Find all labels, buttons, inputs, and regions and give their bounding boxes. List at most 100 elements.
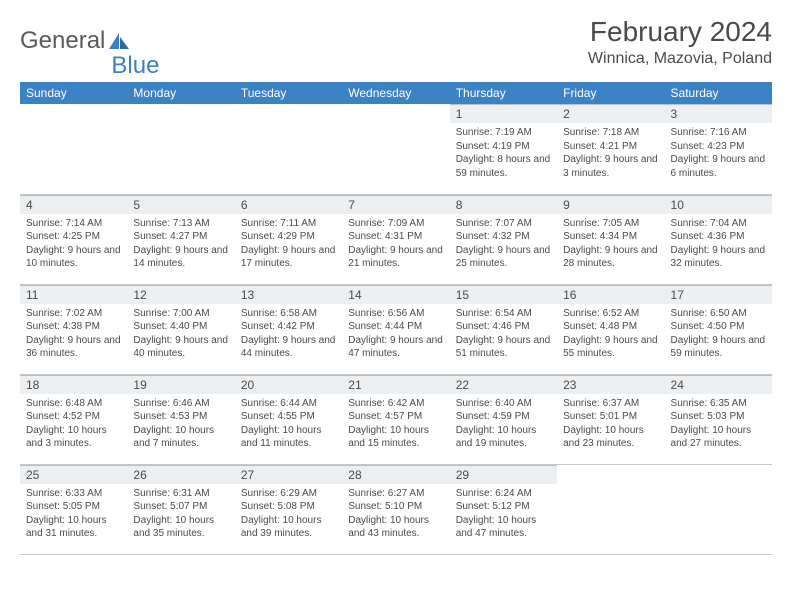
- logo-text-blue: Blue: [111, 52, 159, 80]
- day-details: Sunrise: 6:33 AMSunset: 5:05 PMDaylight:…: [20, 484, 127, 545]
- logo: General Blue: [20, 16, 159, 66]
- calendar-cell: 2Sunrise: 7:18 AMSunset: 4:21 PMDaylight…: [557, 104, 664, 194]
- calendar-cell: 13Sunrise: 6:58 AMSunset: 4:42 PMDayligh…: [235, 284, 342, 374]
- day-details: Sunrise: 6:56 AMSunset: 4:44 PMDaylight:…: [342, 304, 449, 365]
- calendar-cell: 28Sunrise: 6:27 AMSunset: 5:10 PMDayligh…: [342, 464, 449, 554]
- calendar-cell: 10Sunrise: 7:04 AMSunset: 4:36 PMDayligh…: [665, 194, 772, 284]
- day-number: 26: [127, 465, 234, 484]
- sail-icon: [107, 31, 131, 51]
- day-details: Sunrise: 6:46 AMSunset: 4:53 PMDaylight:…: [127, 394, 234, 455]
- day-header: Thursday: [450, 82, 557, 104]
- day-number: 6: [235, 195, 342, 214]
- day-details: Sunrise: 7:07 AMSunset: 4:32 PMDaylight:…: [450, 214, 557, 275]
- calendar-cell: 23Sunrise: 6:37 AMSunset: 5:01 PMDayligh…: [557, 374, 664, 464]
- logo-text-general: General: [20, 27, 105, 55]
- calendar-cell: [342, 104, 449, 194]
- calendar-cell: 22Sunrise: 6:40 AMSunset: 4:59 PMDayligh…: [450, 374, 557, 464]
- day-number: 11: [20, 285, 127, 304]
- day-details: Sunrise: 7:09 AMSunset: 4:31 PMDaylight:…: [342, 214, 449, 275]
- calendar-cell: 6Sunrise: 7:11 AMSunset: 4:29 PMDaylight…: [235, 194, 342, 284]
- day-header-row: SundayMondayTuesdayWednesdayThursdayFrid…: [20, 82, 772, 104]
- calendar-cell: 1Sunrise: 7:19 AMSunset: 4:19 PMDaylight…: [450, 104, 557, 194]
- day-details: Sunrise: 7:13 AMSunset: 4:27 PMDaylight:…: [127, 214, 234, 275]
- calendar-cell: 25Sunrise: 6:33 AMSunset: 5:05 PMDayligh…: [20, 464, 127, 554]
- calendar-cell: 15Sunrise: 6:54 AMSunset: 4:46 PMDayligh…: [450, 284, 557, 374]
- calendar-cell: [665, 464, 772, 554]
- day-number: 19: [127, 375, 234, 394]
- day-details: Sunrise: 6:37 AMSunset: 5:01 PMDaylight:…: [557, 394, 664, 455]
- calendar-cell: [557, 464, 664, 554]
- page-title: February 2024: [588, 16, 772, 48]
- day-details: Sunrise: 7:14 AMSunset: 4:25 PMDaylight:…: [20, 214, 127, 275]
- day-details: Sunrise: 6:42 AMSunset: 4:57 PMDaylight:…: [342, 394, 449, 455]
- day-number: 4: [20, 195, 127, 214]
- day-details: Sunrise: 6:48 AMSunset: 4:52 PMDaylight:…: [20, 394, 127, 455]
- calendar-body: 1Sunrise: 7:19 AMSunset: 4:19 PMDaylight…: [20, 104, 772, 554]
- day-details: Sunrise: 6:27 AMSunset: 5:10 PMDaylight:…: [342, 484, 449, 545]
- day-header: Saturday: [665, 82, 772, 104]
- day-number: 15: [450, 285, 557, 304]
- calendar-cell: 29Sunrise: 6:24 AMSunset: 5:12 PMDayligh…: [450, 464, 557, 554]
- day-details: Sunrise: 6:50 AMSunset: 4:50 PMDaylight:…: [665, 304, 772, 365]
- day-number: 9: [557, 195, 664, 214]
- calendar-table: SundayMondayTuesdayWednesdayThursdayFrid…: [20, 82, 772, 555]
- day-number: 23: [557, 375, 664, 394]
- location-label: Winnica, Mazovia, Poland: [588, 50, 772, 68]
- calendar-cell: 4Sunrise: 7:14 AMSunset: 4:25 PMDaylight…: [20, 194, 127, 284]
- day-details: Sunrise: 7:11 AMSunset: 4:29 PMDaylight:…: [235, 214, 342, 275]
- calendar-row: 25Sunrise: 6:33 AMSunset: 5:05 PMDayligh…: [20, 464, 772, 554]
- day-number: 2: [557, 104, 664, 123]
- day-number: 12: [127, 285, 234, 304]
- calendar-row: 11Sunrise: 7:02 AMSunset: 4:38 PMDayligh…: [20, 284, 772, 374]
- calendar-cell: 20Sunrise: 6:44 AMSunset: 4:55 PMDayligh…: [235, 374, 342, 464]
- calendar-cell: 19Sunrise: 6:46 AMSunset: 4:53 PMDayligh…: [127, 374, 234, 464]
- calendar-cell: 9Sunrise: 7:05 AMSunset: 4:34 PMDaylight…: [557, 194, 664, 284]
- day-number: 16: [557, 285, 664, 304]
- day-details: Sunrise: 7:04 AMSunset: 4:36 PMDaylight:…: [665, 214, 772, 275]
- calendar-row: 18Sunrise: 6:48 AMSunset: 4:52 PMDayligh…: [20, 374, 772, 464]
- day-number: 1: [450, 104, 557, 123]
- day-details: Sunrise: 6:44 AMSunset: 4:55 PMDaylight:…: [235, 394, 342, 455]
- day-details: Sunrise: 7:18 AMSunset: 4:21 PMDaylight:…: [557, 123, 664, 184]
- day-number: 7: [342, 195, 449, 214]
- day-number: 5: [127, 195, 234, 214]
- calendar-cell: 5Sunrise: 7:13 AMSunset: 4:27 PMDaylight…: [127, 194, 234, 284]
- day-number: 13: [235, 285, 342, 304]
- day-details: Sunrise: 6:54 AMSunset: 4:46 PMDaylight:…: [450, 304, 557, 365]
- calendar-cell: [20, 104, 127, 194]
- calendar-cell: 18Sunrise: 6:48 AMSunset: 4:52 PMDayligh…: [20, 374, 127, 464]
- day-details: Sunrise: 7:02 AMSunset: 4:38 PMDaylight:…: [20, 304, 127, 365]
- day-number: 3: [665, 104, 772, 123]
- day-number: 20: [235, 375, 342, 394]
- calendar-cell: 21Sunrise: 6:42 AMSunset: 4:57 PMDayligh…: [342, 374, 449, 464]
- day-details: Sunrise: 6:40 AMSunset: 4:59 PMDaylight:…: [450, 394, 557, 455]
- day-number: 27: [235, 465, 342, 484]
- day-number: 21: [342, 375, 449, 394]
- calendar-cell: 8Sunrise: 7:07 AMSunset: 4:32 PMDaylight…: [450, 194, 557, 284]
- day-number: 8: [450, 195, 557, 214]
- day-number: 22: [450, 375, 557, 394]
- day-header: Tuesday: [235, 82, 342, 104]
- day-number: 28: [342, 465, 449, 484]
- calendar-cell: 16Sunrise: 6:52 AMSunset: 4:48 PMDayligh…: [557, 284, 664, 374]
- day-details: Sunrise: 6:35 AMSunset: 5:03 PMDaylight:…: [665, 394, 772, 455]
- calendar-cell: [127, 104, 234, 194]
- calendar-cell: 27Sunrise: 6:29 AMSunset: 5:08 PMDayligh…: [235, 464, 342, 554]
- header: General Blue February 2024 Winnica, Mazo…: [20, 16, 772, 68]
- day-header: Friday: [557, 82, 664, 104]
- day-number: 29: [450, 465, 557, 484]
- calendar-cell: 3Sunrise: 7:16 AMSunset: 4:23 PMDaylight…: [665, 104, 772, 194]
- calendar-row: 1Sunrise: 7:19 AMSunset: 4:19 PMDaylight…: [20, 104, 772, 194]
- day-number: 24: [665, 375, 772, 394]
- day-header: Monday: [127, 82, 234, 104]
- calendar-row: 4Sunrise: 7:14 AMSunset: 4:25 PMDaylight…: [20, 194, 772, 284]
- day-header: Sunday: [20, 82, 127, 104]
- calendar-cell: 26Sunrise: 6:31 AMSunset: 5:07 PMDayligh…: [127, 464, 234, 554]
- day-number: 17: [665, 285, 772, 304]
- day-details: Sunrise: 7:19 AMSunset: 4:19 PMDaylight:…: [450, 123, 557, 184]
- day-details: Sunrise: 6:52 AMSunset: 4:48 PMDaylight:…: [557, 304, 664, 365]
- day-details: Sunrise: 6:29 AMSunset: 5:08 PMDaylight:…: [235, 484, 342, 545]
- day-details: Sunrise: 6:31 AMSunset: 5:07 PMDaylight:…: [127, 484, 234, 545]
- day-number: 10: [665, 195, 772, 214]
- day-details: Sunrise: 6:58 AMSunset: 4:42 PMDaylight:…: [235, 304, 342, 365]
